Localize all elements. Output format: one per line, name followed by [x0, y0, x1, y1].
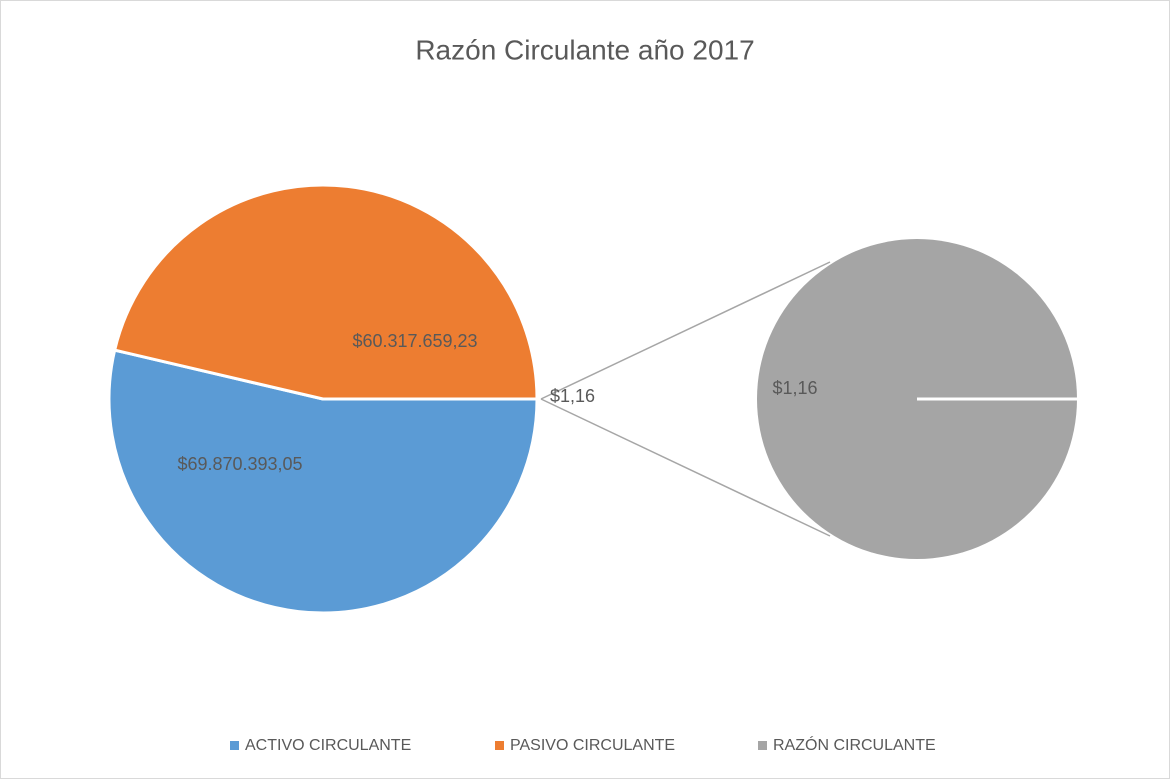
data-label: $1,16 [772, 378, 817, 398]
legend-swatch [495, 741, 504, 750]
legend-swatch [758, 741, 767, 750]
data-label: $60.317.659,23 [352, 331, 477, 351]
legend-label: PASIVO CIRCULANTE [510, 737, 675, 754]
legend-label: RAZÓN CIRCULANTE [773, 735, 936, 754]
connector-line [540, 261, 831, 400]
pie-slice [107, 348, 539, 615]
pie-slice [112, 183, 539, 401]
connector-line [540, 398, 831, 537]
data-label: $1,16 [550, 386, 595, 406]
data-label: $69.870.393,05 [177, 454, 302, 474]
legend-label: ACTIVO CIRCULANTE [245, 737, 411, 754]
legend-swatch [230, 741, 239, 750]
chart-title: Razón Circulante año 2017 [415, 34, 754, 65]
